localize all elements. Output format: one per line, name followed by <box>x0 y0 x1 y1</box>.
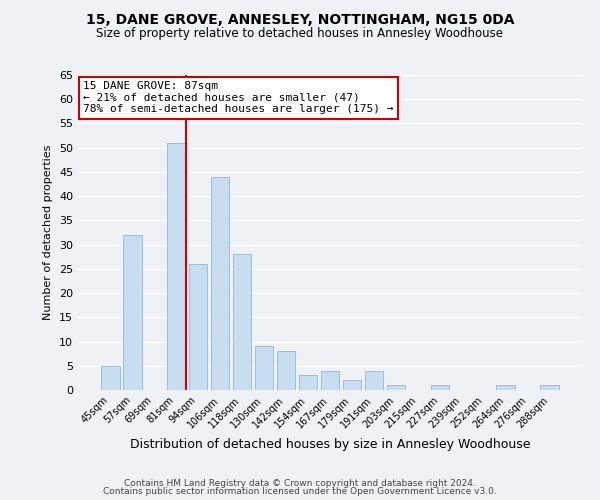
Bar <box>255 346 274 390</box>
Bar <box>365 370 383 390</box>
Y-axis label: Number of detached properties: Number of detached properties <box>43 145 53 320</box>
Bar <box>320 370 340 390</box>
Text: Contains HM Land Registry data © Crown copyright and database right 2024.: Contains HM Land Registry data © Crown c… <box>124 478 476 488</box>
Text: Contains public sector information licensed under the Open Government Licence v3: Contains public sector information licen… <box>103 487 497 496</box>
Bar <box>211 177 229 390</box>
Bar <box>541 385 559 390</box>
Bar <box>233 254 251 390</box>
Bar <box>123 235 142 390</box>
Bar <box>277 351 295 390</box>
Bar <box>343 380 361 390</box>
Bar <box>496 385 515 390</box>
Text: 15, DANE GROVE, ANNESLEY, NOTTINGHAM, NG15 0DA: 15, DANE GROVE, ANNESLEY, NOTTINGHAM, NG… <box>86 12 514 26</box>
Bar <box>299 376 317 390</box>
Bar <box>189 264 208 390</box>
Text: Size of property relative to detached houses in Annesley Woodhouse: Size of property relative to detached ho… <box>97 28 503 40</box>
Bar <box>431 385 449 390</box>
X-axis label: Distribution of detached houses by size in Annesley Woodhouse: Distribution of detached houses by size … <box>130 438 530 451</box>
Bar <box>167 143 185 390</box>
Bar <box>386 385 405 390</box>
Text: 15 DANE GROVE: 87sqm
← 21% of detached houses are smaller (47)
78% of semi-detac: 15 DANE GROVE: 87sqm ← 21% of detached h… <box>83 82 394 114</box>
Bar <box>101 366 119 390</box>
